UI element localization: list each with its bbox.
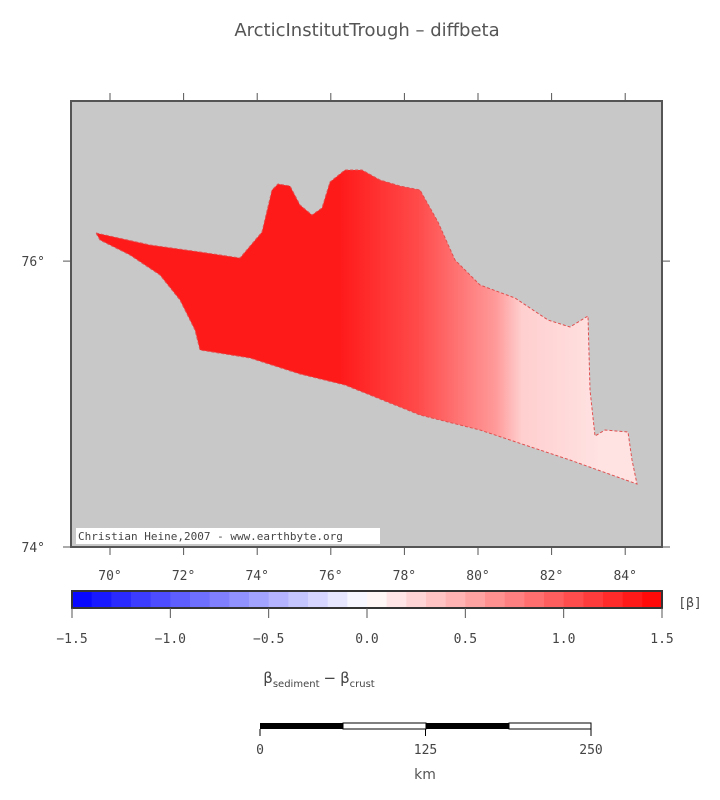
colorbar-tick-label: 0.5: [454, 632, 477, 647]
colorbar-cell: [229, 591, 250, 608]
scale-seg: [342, 722, 427, 730]
scale-label: 250: [579, 743, 602, 758]
lon-label: 72°: [172, 569, 195, 584]
colorbar-cell: [150, 591, 171, 608]
colorbar-tick-label: 1.5: [650, 632, 673, 647]
colorbar-cell: [642, 591, 663, 608]
colorbar-cell: [288, 591, 309, 608]
colorbar-tick-label: 1.0: [552, 632, 575, 647]
trough-area: [95, 169, 638, 485]
lon-label: 76°: [319, 569, 342, 584]
colorbar-cell: [72, 591, 93, 608]
colorbar-tick-label: −1.0: [155, 632, 186, 647]
colorbar-cell: [445, 591, 466, 608]
colorbar-tick-label: 0.0: [355, 632, 378, 647]
colorbar-cell: [524, 591, 545, 608]
subscript: crust: [350, 679, 375, 690]
lon-label: 70°: [98, 569, 121, 584]
lon-label: 82°: [540, 569, 563, 584]
colorbar-cell: [190, 591, 211, 608]
colorbar-cell: [426, 591, 447, 608]
colorbar-tick-label: −0.5: [253, 632, 284, 647]
colorbar-cell: [209, 591, 230, 608]
colorbar-cell: [563, 591, 584, 608]
credit: Christian Heine,2007 - www.earthbyte.org: [78, 530, 343, 543]
lat-label: 74°: [22, 541, 45, 556]
scale-seg: [426, 723, 509, 729]
colorbar-cell: [249, 591, 270, 608]
colorbar-cell: [485, 591, 506, 608]
colorbar-cell: [465, 591, 486, 608]
lon-label: 78°: [393, 569, 416, 584]
scale-label: 0: [256, 743, 264, 758]
colorbar-cell: [91, 591, 112, 608]
lon-label: 84°: [613, 569, 636, 584]
lon-label: 80°: [466, 569, 489, 584]
scale-label: 125: [414, 743, 437, 758]
symbol: β: [263, 669, 273, 687]
colorbar-cell: [583, 591, 604, 608]
colorbar-cell: [111, 591, 132, 608]
colorbar-cell: [504, 591, 525, 608]
colorbar-cell: [308, 591, 329, 608]
colorbar-cell: [406, 591, 427, 608]
colorbar-cell: [386, 591, 407, 608]
colorbar-cell: [131, 591, 152, 608]
colorbar-cell: [170, 591, 191, 608]
scale-seg: [260, 723, 343, 729]
colorbar-cell: [268, 591, 289, 608]
lon-label: 74°: [245, 569, 268, 584]
colorbar-cell: [327, 591, 348, 608]
scale-seg: [508, 722, 592, 730]
colorbar-cell: [347, 591, 368, 608]
colorbar-tick-label: −1.5: [56, 632, 87, 647]
operator: −: [323, 669, 336, 687]
colorbar-label: βsediment − βcrust: [263, 669, 375, 690]
symbol: β: [340, 669, 350, 687]
colorbar-cell: [367, 591, 388, 608]
colorbar-cell: [544, 591, 565, 608]
subscript: sediment: [273, 679, 320, 690]
scale-unit: km: [414, 767, 436, 783]
colorbar-cell: [603, 591, 624, 608]
lat-label: 76°: [22, 255, 45, 270]
colorbar-unit: [β]: [678, 596, 701, 611]
credit-box: [76, 528, 380, 544]
title: ArcticInstitutTrough – diffbeta: [234, 20, 499, 41]
colorbar-cell: [622, 591, 643, 608]
